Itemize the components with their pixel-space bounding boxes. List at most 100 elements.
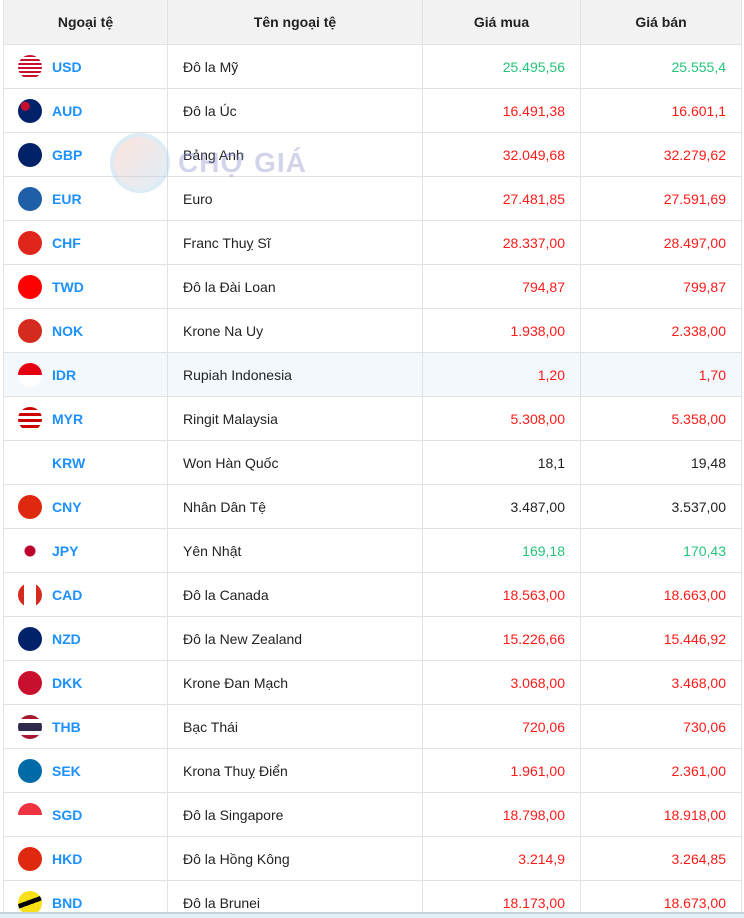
- currency-code-link[interactable]: IDR: [52, 366, 77, 383]
- currency-name: Krona Thuỵ Điển: [167, 748, 423, 793]
- currency-code-cell: CHF: [3, 220, 168, 265]
- currency-code-link[interactable]: CHF: [52, 234, 81, 251]
- currency-code-link[interactable]: KRW: [52, 454, 86, 471]
- currency-code-link[interactable]: NOK: [52, 322, 84, 339]
- currency-code-link[interactable]: SGD: [52, 806, 83, 823]
- table-row: CAD Đô la Canada 18.563,00 18.663,00: [3, 572, 742, 617]
- currency-code-cell: AUD: [3, 88, 168, 133]
- sell-price: 3.468,00: [580, 660, 742, 705]
- table-row: NOK Krone Na Uy 1.938,00 2.338,00: [3, 308, 742, 353]
- no-flag-icon: [18, 318, 42, 343]
- currency-code-link[interactable]: THB: [52, 718, 81, 735]
- exchange-rate-table: Ngoại tệ Tên ngoại tệ Giá mua Giá bán US…: [3, 0, 742, 912]
- table-row: SEK Krona Thuỵ Điển 1.961,00 2.361,00: [3, 748, 742, 793]
- buy-price: 5.308,00: [422, 396, 581, 441]
- sell-price: 170,43: [580, 528, 742, 573]
- buy-price: 18.173,00: [422, 880, 581, 912]
- gb-flag-icon: [18, 142, 42, 167]
- currency-code-cell: MYR: [3, 396, 168, 441]
- table-row: AUD Đô la Úc 16.491,38 16.601,1: [3, 88, 742, 133]
- buy-price: 169,18: [422, 528, 581, 573]
- currency-name: Đô la Mỹ: [167, 44, 423, 89]
- jp-flag-icon: [18, 538, 42, 563]
- buy-price: 1.938,00: [422, 308, 581, 353]
- ca-flag-icon: [18, 582, 42, 607]
- currency-code-cell: USD: [3, 44, 168, 89]
- currency-name: Krone Na Uy: [167, 308, 423, 353]
- table-row: CNY Nhân Dân Tệ 3.487,00 3.537,00: [3, 484, 742, 529]
- currency-code-link[interactable]: EUR: [52, 190, 82, 207]
- currency-code-cell: KRW: [3, 440, 168, 485]
- cn-flag-icon: [18, 494, 42, 519]
- my-flag-icon: [18, 406, 42, 431]
- currency-code-cell: BND: [3, 880, 168, 912]
- currency-code-link[interactable]: GBP: [52, 146, 83, 163]
- sell-price: 18.663,00: [580, 572, 742, 617]
- buy-price: 18,1: [422, 440, 581, 485]
- au-flag-icon: [18, 98, 42, 123]
- header-sell-price: Giá bán: [580, 0, 742, 45]
- bn-flag-icon: [18, 890, 42, 912]
- buy-price: 28.337,00: [422, 220, 581, 265]
- currency-name: Rupiah Indonesia: [167, 352, 423, 397]
- currency-code-link[interactable]: MYR: [52, 410, 84, 427]
- table-row: GBP Bảng Anh 32.049,68 32.279,62: [3, 132, 742, 177]
- sell-price: 2.338,00: [580, 308, 742, 353]
- table-row: EUR Euro 27.481,85 27.591,69: [3, 176, 742, 221]
- table-row: USD Đô la Mỹ 25.495,56 25.555,4: [3, 44, 742, 89]
- us-flag-icon: [18, 54, 42, 79]
- buy-price: 18.563,00: [422, 572, 581, 617]
- currency-code-cell: IDR: [3, 352, 168, 397]
- currency-code-link[interactable]: CAD: [52, 586, 83, 603]
- currency-code-link[interactable]: BND: [52, 894, 83, 911]
- eu-flag-icon: [18, 186, 42, 211]
- sell-price: 2.361,00: [580, 748, 742, 793]
- currency-code-link[interactable]: NZD: [52, 630, 81, 647]
- currency-name: Đô la Úc: [167, 88, 423, 133]
- currency-code-link[interactable]: DKK: [52, 674, 83, 691]
- currency-code-cell: HKD: [3, 836, 168, 881]
- buy-price: 3.214,9: [422, 836, 581, 881]
- dk-flag-icon: [18, 670, 42, 695]
- table-row: IDR Rupiah Indonesia 1,20 1,70: [3, 352, 742, 397]
- sell-price: 15.446,92: [580, 616, 742, 661]
- currency-code-link[interactable]: AUD: [52, 102, 83, 119]
- currency-code-link[interactable]: TWD: [52, 278, 84, 295]
- buy-price: 3.068,00: [422, 660, 581, 705]
- buy-price: 720,06: [422, 704, 581, 749]
- currency-name: Euro: [167, 176, 423, 221]
- th-flag-icon: [18, 714, 42, 739]
- currency-name: Krone Đan Mạch: [167, 660, 423, 705]
- sell-price: 730,06: [580, 704, 742, 749]
- table-row: MYR Ringit Malaysia 5.308,00 5.358,00: [3, 396, 742, 441]
- buy-price: 794,87: [422, 264, 581, 309]
- currency-code-link[interactable]: USD: [52, 58, 82, 75]
- currency-code-link[interactable]: JPY: [52, 542, 79, 559]
- currency-name: Đô la Singapore: [167, 792, 423, 837]
- buy-price: 1,20: [422, 352, 581, 397]
- currency-code-cell: NOK: [3, 308, 168, 353]
- buy-price: 16.491,38: [422, 88, 581, 133]
- currency-code-link[interactable]: SEK: [52, 762, 81, 779]
- header-currency-name: Tên ngoại tệ: [167, 0, 423, 45]
- currency-code-cell: NZD: [3, 616, 168, 661]
- currency-name: Bảng Anh: [167, 132, 423, 177]
- currency-code-link[interactable]: CNY: [52, 498, 82, 515]
- buy-price: 32.049,68: [422, 132, 581, 177]
- currency-name: Franc Thuỵ Sĩ: [167, 220, 423, 265]
- tw-flag-icon: [18, 274, 42, 299]
- sell-price: 3.264,85: [580, 836, 742, 881]
- currency-name: Đô la Brunei: [167, 880, 423, 912]
- table-row: JPY Yên Nhật 169,18 170,43: [3, 528, 742, 573]
- currency-code-cell: SGD: [3, 792, 168, 837]
- currency-name: Đô la Đài Loan: [167, 264, 423, 309]
- table-row: SGD Đô la Singapore 18.798,00 18.918,00: [3, 792, 742, 837]
- sell-price: 32.279,62: [580, 132, 742, 177]
- buy-price: 1.961,00: [422, 748, 581, 793]
- sg-flag-icon: [18, 802, 42, 827]
- sell-price: 18.673,00: [580, 880, 742, 912]
- currency-name: Ringit Malaysia: [167, 396, 423, 441]
- currency-code-link[interactable]: HKD: [52, 850, 83, 867]
- buy-price: 3.487,00: [422, 484, 581, 529]
